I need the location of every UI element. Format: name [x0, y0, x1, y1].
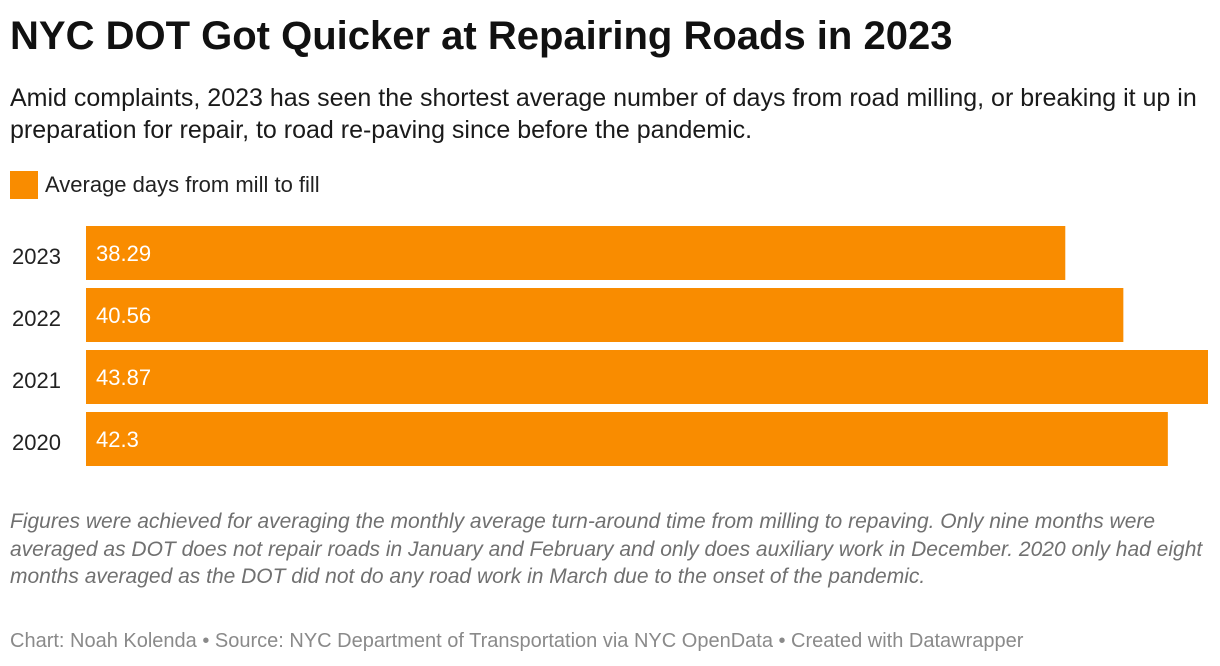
chart-subtitle: Amid complaints, 2023 has seen the short… — [10, 84, 1197, 144]
bar-value-label: 40.56 — [96, 303, 151, 328]
bar — [86, 412, 1168, 466]
legend: Average days from mill to fill — [10, 170, 320, 200]
legend-label: Average days from mill to fill — [45, 172, 320, 197]
bar — [86, 226, 1066, 280]
chart-notes: Figures were achieved for averaging the … — [10, 510, 1203, 588]
chart-byline: Chart: Noah Kolenda • Source: NYC Depart… — [10, 630, 1024, 652]
category-label: 2020 — [12, 430, 61, 455]
bar-value-label: 42.3 — [96, 427, 139, 452]
category-label: 2022 — [12, 306, 61, 331]
chart-title: NYC DOT Got Quicker at Repairing Roads i… — [10, 14, 953, 58]
category-label: 2023 — [12, 244, 61, 269]
legend-swatch — [10, 171, 38, 199]
bar — [86, 288, 1124, 342]
bar-value-label: 43.87 — [96, 365, 151, 390]
category-label: 2021 — [12, 368, 61, 393]
bar-chart: 2023 38.29 2022 40.56 2021 43.87 2020 42.3 — [12, 226, 1208, 466]
bar — [86, 350, 1208, 404]
bar-value-label: 38.29 — [96, 241, 151, 266]
